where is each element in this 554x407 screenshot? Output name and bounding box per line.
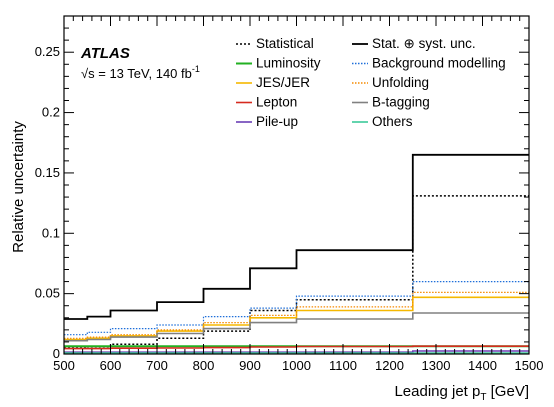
x-tick-label: 1200	[375, 358, 404, 373]
legend-item-jes: JES/JER	[236, 75, 310, 90]
legend-item-others: Others	[352, 114, 413, 129]
legend-item-stat: Statistical	[236, 36, 314, 51]
series-layer	[64, 153, 529, 354]
energy-label: √s = 13 TeV, 140 fb-1	[81, 64, 200, 81]
legend-label: JES/JER	[256, 75, 310, 90]
y-tick-label: 0.15	[35, 165, 60, 180]
legend-label: B-tagging	[372, 95, 430, 110]
atlas-label: ATLAS	[80, 45, 130, 62]
legend-item-total: Stat. ⊕ syst. unc.	[352, 36, 476, 51]
x-tick-label: 500	[53, 358, 75, 373]
y-tick-label: 0.1	[42, 225, 60, 240]
legend-item-bkg: Background modelling	[352, 56, 506, 71]
x-tick-label: 800	[193, 358, 215, 373]
legend-item-lumi: Luminosity	[236, 56, 321, 71]
x-tick-label: 1000	[282, 358, 311, 373]
ticks-layer: 500 600 700 800 900 1000 1100 1200 1300 1400 1500 0…	[35, 15, 544, 373]
x-axis-title-main: Leading jet p	[394, 383, 480, 400]
x-tick-label: 1300	[422, 358, 451, 373]
legend-item-lepton: Lepton	[236, 95, 297, 110]
legend-label: Lepton	[256, 95, 297, 110]
x-tick-label: 1100	[329, 358, 357, 373]
legend-label: Stat. ⊕ syst. unc.	[372, 36, 476, 51]
legend-label: Unfolding	[372, 75, 429, 90]
x-axis-title-sub: T	[480, 392, 486, 403]
series-unfold	[64, 291, 529, 339]
x-tick-label: 1500	[515, 358, 544, 373]
x-axis-title: Leading jet pT [GeV]	[394, 383, 529, 403]
legend: Statistical Luminosity JES/JER Lepton Pile-u…	[236, 36, 506, 129]
y-tick-label: 0	[53, 346, 60, 361]
legend-item-pileup: Pile-up	[236, 114, 298, 129]
y-tick-label: 0.25	[35, 44, 60, 59]
energy-text: = 13 TeV, 140 fb	[95, 66, 192, 81]
series-stat	[64, 195, 529, 349]
y-tick-label: 0.2	[42, 105, 60, 120]
energy-sup: -1	[192, 64, 200, 74]
series-btag	[64, 312, 529, 342]
y-axis-title: Relative uncertainty	[10, 121, 27, 253]
legend-label: Others	[372, 114, 413, 129]
x-tick-label: 1400	[468, 358, 497, 373]
x-tick-label: 700	[146, 358, 168, 373]
legend-label: Luminosity	[256, 56, 321, 71]
x-tick-label: 600	[100, 358, 122, 373]
x-tick-label: 900	[239, 358, 261, 373]
legend-label: Statistical	[256, 36, 314, 51]
x-axis-title-unit: [GeV]	[486, 383, 529, 400]
legend-item-btag: B-tagging	[352, 95, 430, 110]
legend-label: Pile-up	[256, 114, 298, 129]
series-bkg	[64, 281, 529, 336]
series-total	[64, 153, 529, 320]
energy-sqrt: √s	[81, 66, 95, 81]
y-tick-label: 0.05	[35, 286, 60, 301]
legend-item-unfold: Unfolding	[352, 75, 429, 90]
legend-label: Background modelling	[372, 56, 506, 71]
